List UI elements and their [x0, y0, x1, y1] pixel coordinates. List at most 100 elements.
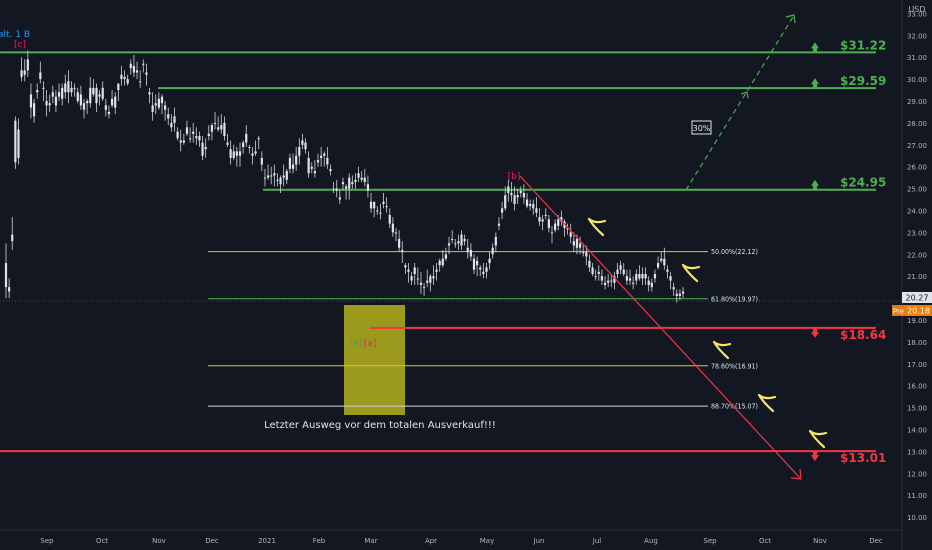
- candle-body: [497, 223, 501, 226]
- candle-body: [335, 188, 338, 191]
- candle-body: [510, 192, 513, 196]
- wave-label-c: [c]: [14, 40, 26, 50]
- alt-wave-label: alt. 1 B: [0, 30, 30, 40]
- candle-body: [23, 70, 26, 75]
- y-tick-label: 24.00: [907, 208, 927, 216]
- price-axis[interactable]: [902, 0, 932, 550]
- candle-body: [379, 212, 382, 214]
- y-tick-label: 22.00: [907, 251, 927, 259]
- candle-body: [376, 210, 379, 212]
- candle-body: [185, 127, 189, 134]
- y-tick-label: 18.00: [907, 339, 927, 347]
- candle-body: [628, 278, 632, 281]
- candle-body: [419, 282, 423, 285]
- candle-body: [323, 153, 326, 156]
- y-tick-label: 27.00: [907, 142, 927, 150]
- candle-body: [254, 151, 257, 154]
- percent-box-label: 30%: [693, 124, 711, 133]
- candle-body: [451, 238, 454, 240]
- candle-body: [107, 111, 111, 115]
- candle-body: [479, 267, 482, 270]
- y-tick-label: 10.00: [907, 514, 927, 522]
- candle-body: [176, 131, 179, 139]
- candle-body: [632, 282, 635, 284]
- candle-body: [266, 175, 270, 178]
- y-tick-label: 12.00: [907, 470, 927, 478]
- candle-body: [476, 260, 479, 266]
- candle-body: [538, 217, 541, 222]
- candle-body: [522, 192, 526, 198]
- candle-body: [235, 151, 238, 156]
- candle-body: [647, 280, 650, 285]
- candle-body: [466, 247, 469, 253]
- candle-body: [678, 293, 682, 296]
- y-tick-label: 28.00: [907, 120, 927, 128]
- candle-body: [304, 142, 307, 150]
- candle-body: [578, 243, 582, 248]
- pickaxe-icon: [808, 429, 828, 449]
- candle-body: [101, 87, 104, 99]
- candle-body: [426, 280, 429, 283]
- candle-body: [142, 63, 145, 65]
- arrow-up-icon: [811, 179, 819, 190]
- pre-label: Pre: [893, 308, 904, 316]
- candle-body: [613, 276, 616, 283]
- candle-body: [120, 74, 123, 80]
- y-tick-label: 11.00: [907, 492, 927, 500]
- candle-body: [260, 157, 263, 165]
- candle-body: [482, 271, 485, 275]
- candle-body: [669, 276, 672, 281]
- candle-body: [407, 269, 410, 272]
- arrow-up-icon: [811, 42, 819, 53]
- candle-body: [432, 276, 435, 279]
- x-tick-label: Aug: [644, 537, 658, 545]
- candle-body: [51, 92, 54, 97]
- candle-body: [535, 208, 538, 213]
- candle-body: [157, 98, 160, 108]
- candle-body: [117, 83, 120, 91]
- candle-body: [192, 131, 195, 134]
- candle-body: [394, 232, 398, 234]
- candle-body: [126, 79, 129, 84]
- candle-body: [516, 195, 519, 198]
- y-tick-label: 33.00: [907, 10, 927, 18]
- candle-body: [326, 157, 329, 165]
- y-ticks: 33.00 32.00 31.00 30.00 29.00 28.00 27.00 26.00…: [907, 10, 927, 522]
- candle-body: [329, 168, 332, 172]
- candle-body: [588, 260, 591, 268]
- candle-body: [291, 164, 295, 169]
- candle-body: [110, 98, 114, 106]
- candle-body: [575, 238, 579, 248]
- candle-body: [32, 103, 36, 117]
- candle-body: [660, 258, 663, 261]
- candle-body: [603, 282, 607, 285]
- candle-body: [610, 280, 613, 282]
- x-tick-label: Oct: [759, 537, 771, 545]
- candle-body: [179, 140, 182, 143]
- y-tick-label: 31.00: [907, 54, 927, 62]
- candle-body: [301, 140, 304, 145]
- projection-mid-arrow-icon: [740, 91, 749, 99]
- fib-label: 78.60%(16.91): [711, 362, 758, 370]
- trend-arrow-head-icon: [790, 468, 802, 480]
- candle-body: [204, 146, 207, 150]
- candle-body: [348, 177, 351, 189]
- candle-body: [316, 160, 320, 163]
- candle-body: [532, 203, 535, 209]
- candle-body: [644, 274, 647, 279]
- candle-body: [398, 238, 401, 248]
- candle-body: [82, 103, 86, 110]
- currency-label: USD: [908, 5, 925, 14]
- x-tick-label: May: [480, 537, 494, 545]
- y-tick-label: 19.00: [907, 317, 927, 325]
- candle-body: [382, 201, 385, 204]
- candle-body: [223, 122, 226, 137]
- candle-body: [447, 243, 451, 246]
- candle-body: [104, 105, 107, 110]
- projection-line: [685, 16, 794, 191]
- candle-body: [276, 179, 279, 181]
- candle-body: [454, 243, 457, 245]
- x-ticks[interactable]: Sep Oct Nov Dec 2021 Feb Mar Apr May Jun Jul Aug Sep…: [40, 537, 883, 545]
